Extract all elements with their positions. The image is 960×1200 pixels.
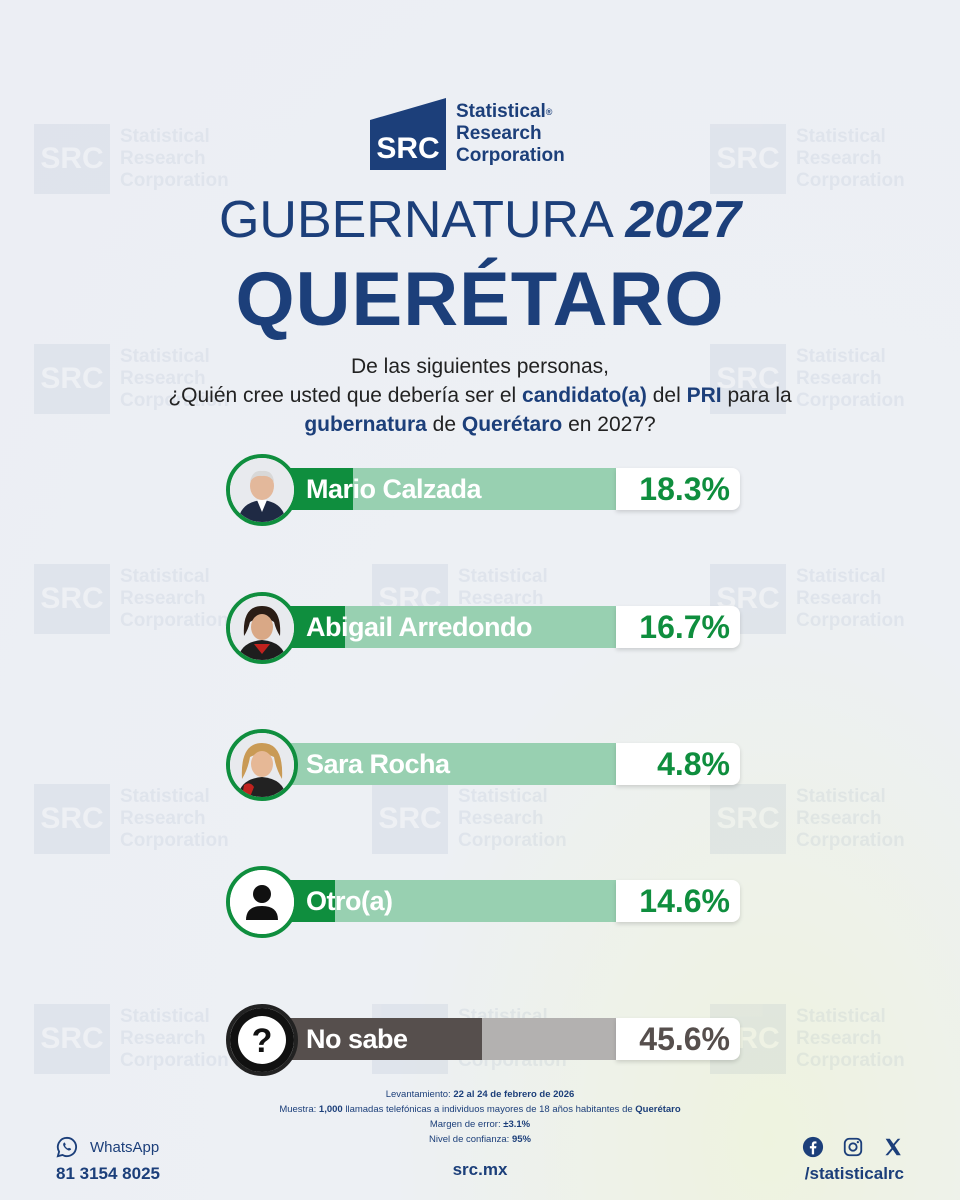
photo-abigail-arredondo bbox=[226, 592, 298, 664]
candidate-name: Mario Calzada bbox=[306, 474, 482, 504]
whatsapp-icon bbox=[56, 1136, 78, 1158]
instagram-icon[interactable] bbox=[842, 1136, 864, 1158]
value-label: 18.3% bbox=[639, 471, 730, 507]
value-box bbox=[616, 743, 740, 785]
bar-row-sara-rocha: Sara Rocha 4.8% bbox=[226, 729, 740, 801]
title-state: QUERÉTARO bbox=[235, 257, 725, 342]
bar-row-otro: Otro(a) 14.6% bbox=[226, 866, 740, 938]
bar-track bbox=[266, 743, 616, 785]
src-logo-mark: SRC bbox=[370, 98, 446, 170]
src-logo: SRC Statistical® Research Corporation bbox=[370, 98, 565, 170]
photo-sara-rocha bbox=[226, 729, 298, 801]
bar-row-abigail-arredondo: Abigail Arredondo 16.7% bbox=[226, 592, 740, 664]
candidate-name: Otro(a) bbox=[306, 886, 393, 916]
social-handle[interactable]: /statisticalrc bbox=[804, 1164, 904, 1183]
value-label: 16.7% bbox=[639, 609, 730, 645]
candidate-name: No sabe bbox=[306, 1024, 408, 1054]
value-box bbox=[616, 880, 740, 922]
survey-question: De las siguientes personas, ¿Quién cree … bbox=[168, 355, 792, 436]
whatsapp-label: WhatsApp bbox=[90, 1138, 160, 1156]
facebook-icon[interactable] bbox=[802, 1136, 824, 1158]
value-label: 4.8% bbox=[657, 746, 730, 782]
value-label: 14.6% bbox=[639, 883, 730, 919]
bar-row-mario-calzada: Mario Calzada 18.3% bbox=[226, 454, 740, 526]
svg-text:?: ? bbox=[252, 1022, 273, 1060]
candidate-name: Sara Rocha bbox=[306, 749, 450, 779]
logo-wordmark: Statistical® Research Corporation bbox=[456, 101, 565, 166]
whatsapp-number[interactable]: 81 3154 8025 bbox=[56, 1164, 160, 1183]
logo-abbr: SRC bbox=[376, 132, 439, 165]
value-box bbox=[616, 1018, 740, 1060]
candidate-name: Abigail Arredondo bbox=[306, 612, 533, 642]
website-link[interactable]: src.mx bbox=[452, 1160, 508, 1179]
question-icon: ? bbox=[226, 1004, 298, 1076]
value-label: 45.6% bbox=[639, 1021, 730, 1057]
person-icon bbox=[226, 866, 298, 938]
methodology-notes: Levantamiento: 22 al 24 de febrero de 20… bbox=[279, 1089, 681, 1145]
value-box bbox=[616, 468, 740, 510]
title-gubernatura: GUBERNATURA 2027 bbox=[218, 191, 742, 249]
photo-mario-calzada bbox=[226, 454, 298, 526]
value-box bbox=[616, 606, 740, 648]
bar-fill-no-sabe bbox=[266, 1018, 482, 1060]
x-icon[interactable] bbox=[882, 1136, 904, 1158]
social-links: /statisticalrc bbox=[802, 1136, 904, 1184]
whatsapp-contact[interactable]: WhatsApp 81 3154 8025 bbox=[56, 1136, 160, 1184]
bar-row-no-sabe: ? No sabe 45.6% bbox=[226, 1004, 740, 1076]
